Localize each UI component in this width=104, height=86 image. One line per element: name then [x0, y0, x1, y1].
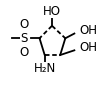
Text: O: O [19, 46, 29, 59]
Text: O: O [19, 18, 29, 31]
Text: OH: OH [80, 41, 98, 54]
Text: HO: HO [43, 5, 61, 18]
Text: HO: HO [43, 5, 61, 18]
Text: OH: OH [80, 24, 98, 37]
Text: OH: OH [80, 24, 98, 37]
Text: OH: OH [80, 41, 98, 54]
Text: H₂N: H₂N [34, 62, 56, 75]
Text: S: S [20, 32, 28, 45]
Text: H₂N: H₂N [34, 62, 56, 75]
